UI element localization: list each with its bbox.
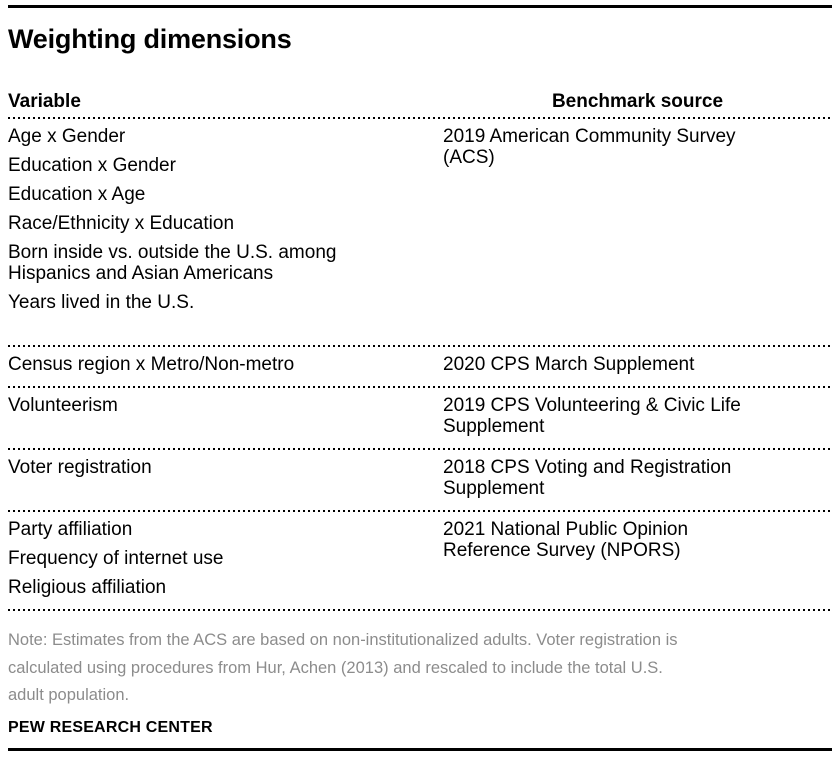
- bottom-rule: [8, 747, 832, 751]
- benchmark-source-cell: 2019 American Community Survey (ACS): [443, 126, 736, 168]
- variable-item: Census region x Metro/Non-metro: [8, 354, 295, 375]
- variable-cell: Party affiliation Frequency of internet …: [8, 519, 443, 598]
- variable-cell: Age x Gender Education x Gender Educatio…: [8, 126, 443, 313]
- table-row: Party affiliation Frequency of internet …: [8, 512, 832, 609]
- table-row: Volunteerism 2019 CPS Volunteering & Civ…: [8, 388, 832, 448]
- variable-item: Education x Gender: [8, 155, 176, 176]
- variable-item: Education x Age: [8, 184, 146, 205]
- row-divider: [8, 345, 832, 347]
- variable-item: Party affiliation: [8, 519, 133, 540]
- table-row: Census region x Metro/Non-metro 2020 CPS…: [8, 347, 832, 386]
- column-header-benchmark-source: Benchmark source: [551, 91, 724, 112]
- footnote: Note: Estimates from the ACS are based o…: [8, 631, 678, 704]
- table-column-headers: Variable Benchmark source: [8, 92, 832, 117]
- variable-cell: Volunteerism: [8, 395, 443, 437]
- variable-item: Frequency of internet use: [8, 548, 224, 569]
- variable-item: Volunteerism: [8, 395, 118, 416]
- benchmark-source-cell: 2018 CPS Voting and Registration Supplem…: [443, 457, 732, 499]
- row-divider: [8, 510, 832, 512]
- page-title: Weighting dimensions: [8, 24, 292, 54]
- variable-item: Race/Ethnicity x Education: [8, 213, 235, 234]
- benchmark-source-cell: 2019 CPS Volunteering & Civic Life Suppl…: [443, 395, 741, 437]
- source-attribution: PEW RESEARCH CENTER: [8, 718, 213, 736]
- variable-item: Born inside vs. outside the U.S. among H…: [8, 242, 337, 284]
- variable-item: Religious affiliation: [8, 577, 167, 598]
- table-row: Voter registration 2018 CPS Voting and R…: [8, 450, 832, 510]
- column-header-variable: Variable: [8, 91, 81, 112]
- variable-cell: Voter registration: [8, 457, 443, 499]
- benchmark-source-cell: 2020 CPS March Supplement: [443, 354, 695, 375]
- variable-item: Years lived in the U.S.: [8, 292, 195, 313]
- top-rule: [8, 5, 832, 8]
- table-bottom-divider: [8, 609, 832, 611]
- table-row: Age x Gender Education x Gender Educatio…: [8, 119, 832, 345]
- variable-item: Age x Gender: [8, 126, 126, 147]
- benchmark-source-cell: 2021 National Public Opinion Reference S…: [443, 519, 689, 561]
- variable-cell: Census region x Metro/Non-metro: [8, 354, 443, 375]
- header-divider: [8, 117, 832, 119]
- row-divider: [8, 448, 832, 450]
- report-figure: Weighting dimensions Variable Benchmark …: [0, 5, 840, 751]
- row-divider: [8, 386, 832, 388]
- variable-item: Voter registration: [8, 457, 152, 478]
